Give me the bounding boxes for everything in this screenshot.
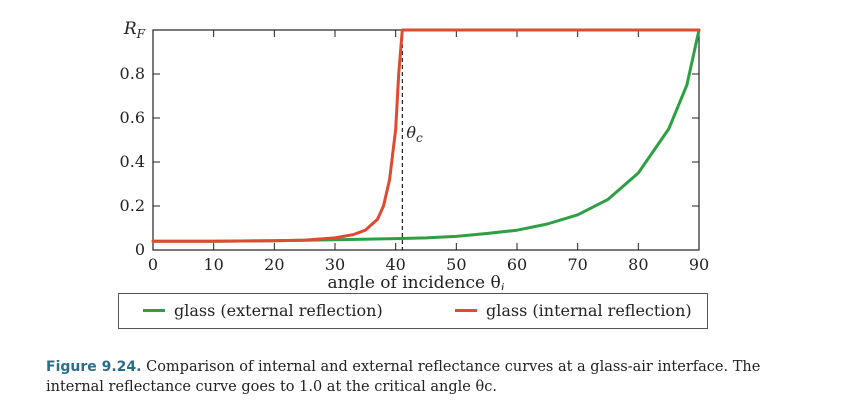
x-tick-label-3: 30	[325, 255, 345, 274]
y-tick-label-0: 0	[135, 240, 145, 259]
reflectance-chart: 0 10 20 30 40 50 60 70 80 90 0 0.2 0.4 0.6 0.8 RF angle …	[120, 19, 710, 290]
x-tick-label-2: 20	[264, 255, 284, 274]
legend-label-external: glass (external reflection)	[174, 301, 383, 320]
plot-frame	[152, 29, 700, 251]
x-tick-label-0: 0	[148, 255, 158, 274]
legend-swatch-external	[143, 309, 165, 312]
y-axis-label: RF	[123, 19, 146, 41]
legend-item-internal: glass (internal reflection)	[455, 301, 692, 320]
caption-text: Comparison of internal and external refl…	[46, 359, 761, 395]
x-tick-label-5: 50	[446, 255, 466, 274]
legend-item-external: glass (external reflection)	[143, 301, 383, 320]
axis-ticks	[152, 30, 700, 251]
series-line-internal	[151, 28, 701, 243]
x-tick-label-9: 90	[689, 255, 709, 274]
x-tick-label-6: 60	[507, 255, 527, 274]
series-layer	[151, 28, 701, 250]
x-tick-label-1: 10	[203, 255, 223, 274]
y-tick-label-2: 0.4	[120, 152, 145, 171]
y-tick-label-4: 0.8	[120, 64, 145, 83]
axis-labels: 0 10 20 30 40 50 60 70 80 90 0 0.2 0.4 0.6 0.8 RF angle …	[120, 19, 710, 290]
caption-label: Figure 9.24.	[46, 359, 142, 375]
y-tick-label-1: 0.2	[120, 196, 145, 215]
chart-legend: glass (external reflection) glass (inter…	[118, 293, 708, 329]
x-tick-label-4: 40	[385, 255, 405, 274]
plot-axes	[152, 29, 700, 251]
series-line-external	[151, 28, 701, 243]
y-tick-label-3: 0.6	[120, 108, 145, 127]
x-axis-label: angle of incidence θi	[327, 273, 504, 290]
critical-angle-label: θc	[406, 123, 423, 145]
legend-label-internal: glass (internal reflection)	[486, 301, 692, 320]
x-tick-label-7: 70	[567, 255, 587, 274]
legend-swatch-internal	[455, 309, 477, 312]
x-tick-label-8: 80	[628, 255, 648, 274]
figure-caption: Figure 9.24. Comparison of internal and …	[46, 357, 806, 397]
